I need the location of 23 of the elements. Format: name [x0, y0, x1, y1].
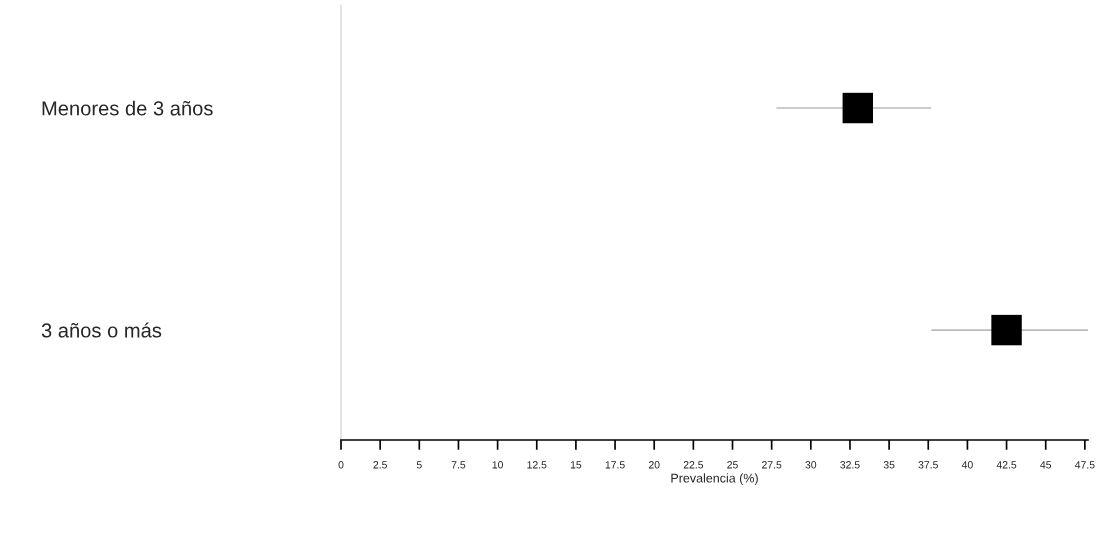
x-tick-label: 5	[416, 461, 422, 469]
x-tick-label: 42.5	[996, 461, 1017, 469]
x-tick-label: 45	[1040, 461, 1052, 469]
y-tick-label: Menores de 3 años	[42, 100, 213, 116]
x-tick-label: 22.5	[683, 461, 704, 469]
x-tick-label: 17.5	[605, 461, 625, 469]
x-tick-label: 25	[727, 461, 738, 469]
x-tick-label: 37.5	[918, 461, 938, 469]
x-tick-label: 12.5	[527, 461, 547, 469]
x-tick-label: 20	[648, 461, 660, 469]
x-tick-label: 40	[961, 461, 973, 469]
x-tick-label: 30	[805, 461, 817, 469]
x-axis-title: Prevalencia (%)	[671, 473, 758, 485]
x-tick-label: 0	[338, 461, 344, 469]
y-tick-label: 3 años o más	[41, 322, 162, 338]
x-tick-label: 35	[883, 461, 895, 469]
x-tick-label: 2.5	[373, 461, 387, 469]
x-tick-label: 7.5	[451, 461, 466, 469]
x-tick-label: 10	[492, 461, 503, 469]
x-tick-label: 15	[570, 461, 582, 469]
x-tick-label: 32.5	[840, 461, 860, 469]
x-tick-label: 27.5	[762, 461, 782, 469]
x-tick-label: 47.5	[1074, 461, 1095, 469]
